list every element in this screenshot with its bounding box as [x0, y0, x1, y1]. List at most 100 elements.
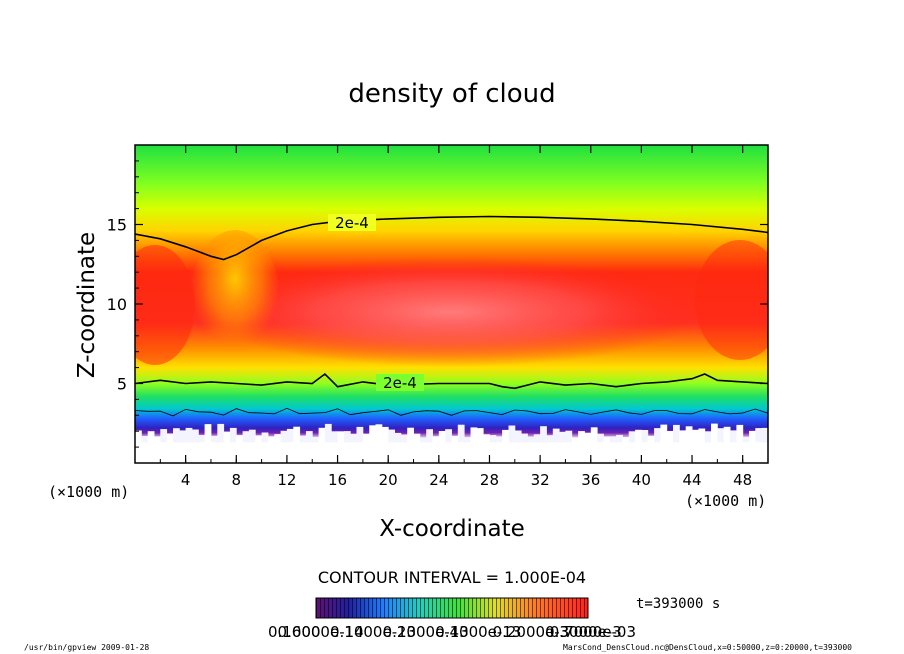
x-unit-label-left: (×1000 m) — [48, 483, 129, 501]
upper-contour-label: 2e-4 — [335, 214, 369, 232]
colorbar-label: 0.6000e-14 — [277, 623, 363, 641]
speckle-cell — [521, 433, 528, 443]
x-tick-label: 12 — [277, 471, 296, 489]
speckle-cell — [654, 428, 661, 443]
plot-area — [135, 145, 768, 463]
x-unit-label-right: (×1000 m) — [685, 492, 766, 510]
x-tick-label: 44 — [682, 471, 701, 489]
colorbar-label: 0.7000e-03 — [550, 623, 636, 641]
speckle-cell — [192, 429, 199, 443]
speckle-cell — [679, 430, 687, 443]
speckle-cell — [426, 429, 433, 443]
speckle-cell — [597, 433, 604, 443]
speckle-cell — [356, 426, 364, 443]
colorbar-label: 0.4000e-13 — [435, 623, 521, 641]
speckle-cell — [312, 436, 319, 443]
speckle-cell — [692, 429, 699, 443]
base-contour-line — [135, 407, 768, 417]
speckle-cell — [559, 431, 566, 443]
speckle-cell — [451, 435, 459, 443]
speckle-cell — [603, 436, 611, 443]
speckle-cell — [141, 435, 149, 443]
colorbar-labels: 0.10000.6000e-140.1000e-130.2000e-130.40… — [268, 623, 636, 641]
speckle-cell — [211, 435, 218, 443]
lower-contour-line — [135, 372, 768, 390]
speckle-cell — [388, 429, 395, 443]
speckle-cell — [362, 433, 370, 443]
time-text: t=393000 s — [636, 596, 720, 612]
speckle-cell — [590, 427, 598, 443]
speckle-cell — [432, 436, 440, 443]
speckle-cell — [318, 427, 326, 443]
speckle-cell — [489, 435, 497, 443]
y-axis-label: Z-coordinate — [74, 232, 100, 378]
speckle-cell — [445, 429, 452, 443]
x-tick-label: 36 — [581, 471, 600, 489]
speckle-cell — [337, 431, 345, 443]
speckle-cell — [533, 434, 541, 443]
x-tick-label: 4 — [181, 471, 191, 489]
speckle-cell — [407, 427, 414, 443]
speckle-cell — [609, 436, 617, 443]
speckle-cell — [255, 435, 263, 443]
colorbar-frame — [315, 597, 589, 619]
footer-left: /usr/bin/gpview 2009-01-28 — [24, 643, 149, 652]
speckle-cell — [685, 426, 693, 443]
speckle-cell — [527, 436, 535, 443]
speckle-cell — [546, 435, 554, 443]
speckle-cell — [761, 427, 768, 443]
speckle-cell — [154, 436, 161, 443]
speckle-cell — [723, 426, 731, 443]
speckle-cell — [622, 437, 630, 443]
speckle-cell — [502, 429, 509, 443]
speckle-cell — [711, 423, 718, 443]
speckle-cell — [552, 428, 560, 443]
y-axis: 5 10 15 — [107, 160, 768, 448]
speckle-cell — [343, 431, 351, 443]
speckle-cell — [717, 428, 725, 443]
speckle-cell — [229, 427, 237, 443]
colorbar-label: 0.2000e-3 — [493, 623, 570, 641]
x-axis: 4 8 12 16 20 24 28 32 36 40 44 48 — [134, 145, 769, 489]
speckle-cell — [457, 424, 465, 443]
x-tick-label: 40 — [632, 471, 651, 489]
x-tick-label: 20 — [379, 471, 398, 489]
colorbar-ticks — [316, 598, 588, 618]
speckle-cell — [160, 429, 168, 443]
speckle-cell — [135, 430, 142, 443]
speckle-cell — [508, 425, 516, 443]
x-axis-label: X-coordinate — [379, 516, 525, 542]
y-tick-label: 15 — [107, 216, 127, 235]
footer-right: MarsCond_DensCloud.nc@DensCloud,x=0:5000… — [563, 643, 852, 652]
speckle-cell — [464, 437, 471, 443]
speckle-cell — [274, 434, 282, 443]
colorbar-label: 0.1000 — [268, 623, 321, 641]
speckle-cell — [540, 426, 547, 443]
speckle-cell — [647, 435, 655, 443]
speckle-cell — [293, 426, 301, 443]
speckle-cell — [660, 424, 668, 443]
speckle-cell — [641, 430, 649, 443]
x-tick-label: 28 — [480, 471, 499, 489]
speckle-cell — [578, 431, 585, 443]
speckle-cell — [369, 425, 376, 443]
contour-interval-text: CONTOUR INTERVAL = 1.000E-04 — [318, 568, 586, 587]
speckle-cell — [483, 434, 490, 443]
speckle-cell — [280, 430, 288, 443]
speckle-cell — [400, 434, 408, 443]
colorbar-label: 0.1000e-13 — [330, 623, 416, 641]
speckle-cell — [755, 428, 763, 443]
speckle-cell — [185, 427, 193, 443]
speckle-cell — [438, 431, 446, 443]
x-tick-label: 24 — [429, 471, 448, 489]
speckle-cell — [736, 424, 744, 443]
chart-title: density of cloud — [348, 79, 555, 109]
speckle-cell — [305, 431, 313, 443]
speckle-cell — [730, 430, 737, 443]
speckle-cell — [635, 429, 642, 443]
y-tick-label: 5 — [117, 375, 127, 394]
speckle-cell — [476, 428, 484, 443]
speckle-cell — [419, 437, 427, 443]
y-tick-label: 10 — [107, 295, 127, 314]
